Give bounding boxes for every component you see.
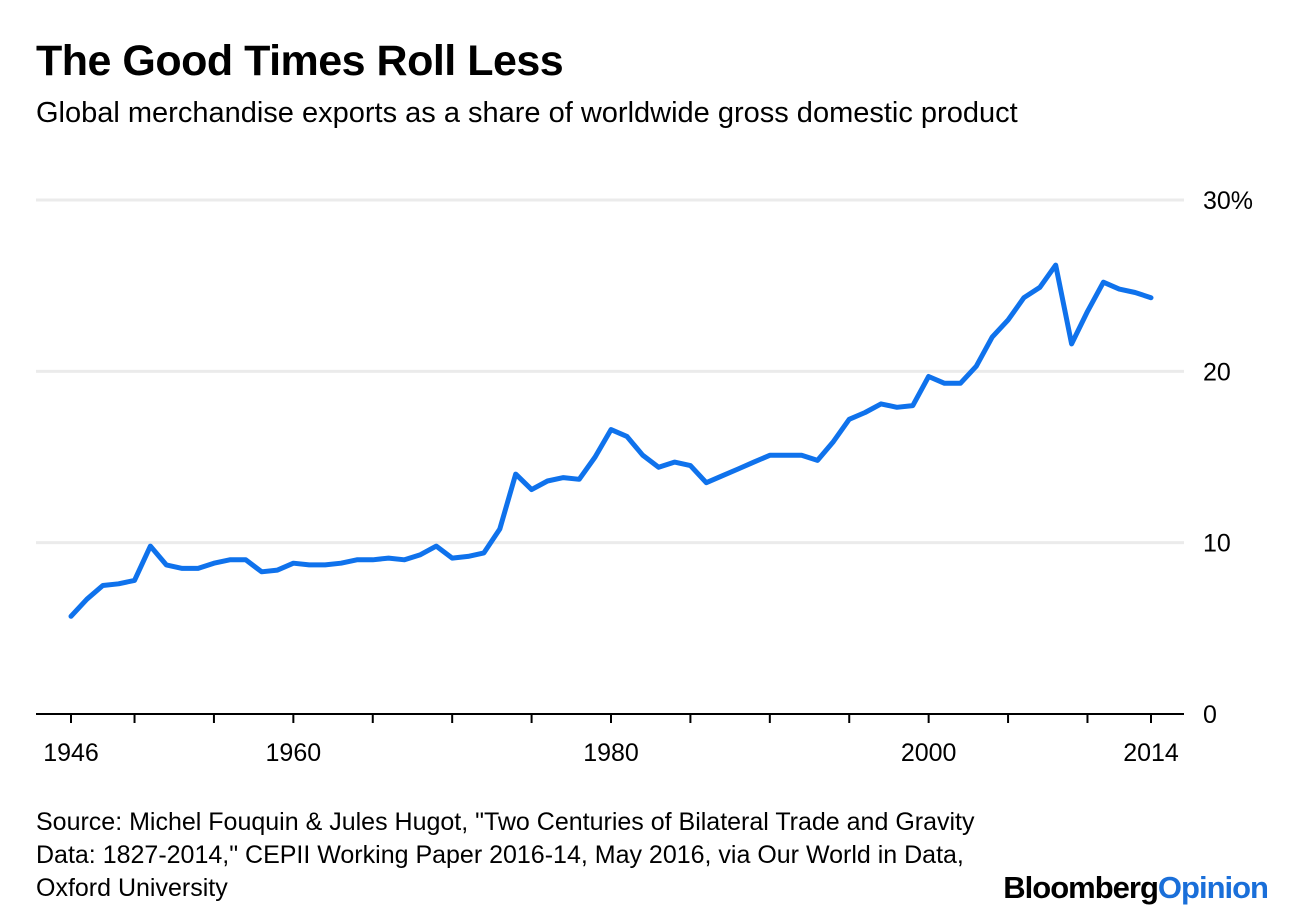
bloomberg-opinion-logo: BloombergOpinion: [1003, 870, 1269, 906]
x-tick-label-2014: 2014: [1123, 739, 1179, 767]
y-tick-label-20: 20: [1203, 358, 1231, 386]
x-tick-label-2000: 2000: [901, 739, 957, 767]
series-points-0: [69, 263, 1154, 619]
brand-opinion: Opinion: [1157, 870, 1269, 905]
chart-title: The Good Times Roll Less: [36, 37, 564, 85]
x-tick-label-1960: 1960: [266, 739, 322, 767]
gridlines: [36, 198, 1184, 545]
y-tick-label-10: 10: [1203, 530, 1231, 558]
series-line-0: [68, 262, 1154, 619]
y-tick-label-30: 30%: [1203, 187, 1253, 215]
y-tick-label-0: 0: [1203, 701, 1217, 729]
x-tick-label-1946: 1946: [43, 739, 99, 767]
y-axis-labels: 0 10 20 30%: [1203, 187, 1253, 729]
x-axis: 1946 1960 1980 2000 2014: [36, 713, 1184, 767]
brand-bloomberg: Bloomberg: [1003, 870, 1159, 905]
series-layer: [68, 262, 1154, 619]
x-tick-label-1980: 1980: [583, 739, 639, 767]
chart-subtitle: Global merchandise exports as a share of…: [36, 97, 1018, 129]
source-note: Source: Michel Fouquin & Jules Hugot, "T…: [36, 808, 975, 902]
